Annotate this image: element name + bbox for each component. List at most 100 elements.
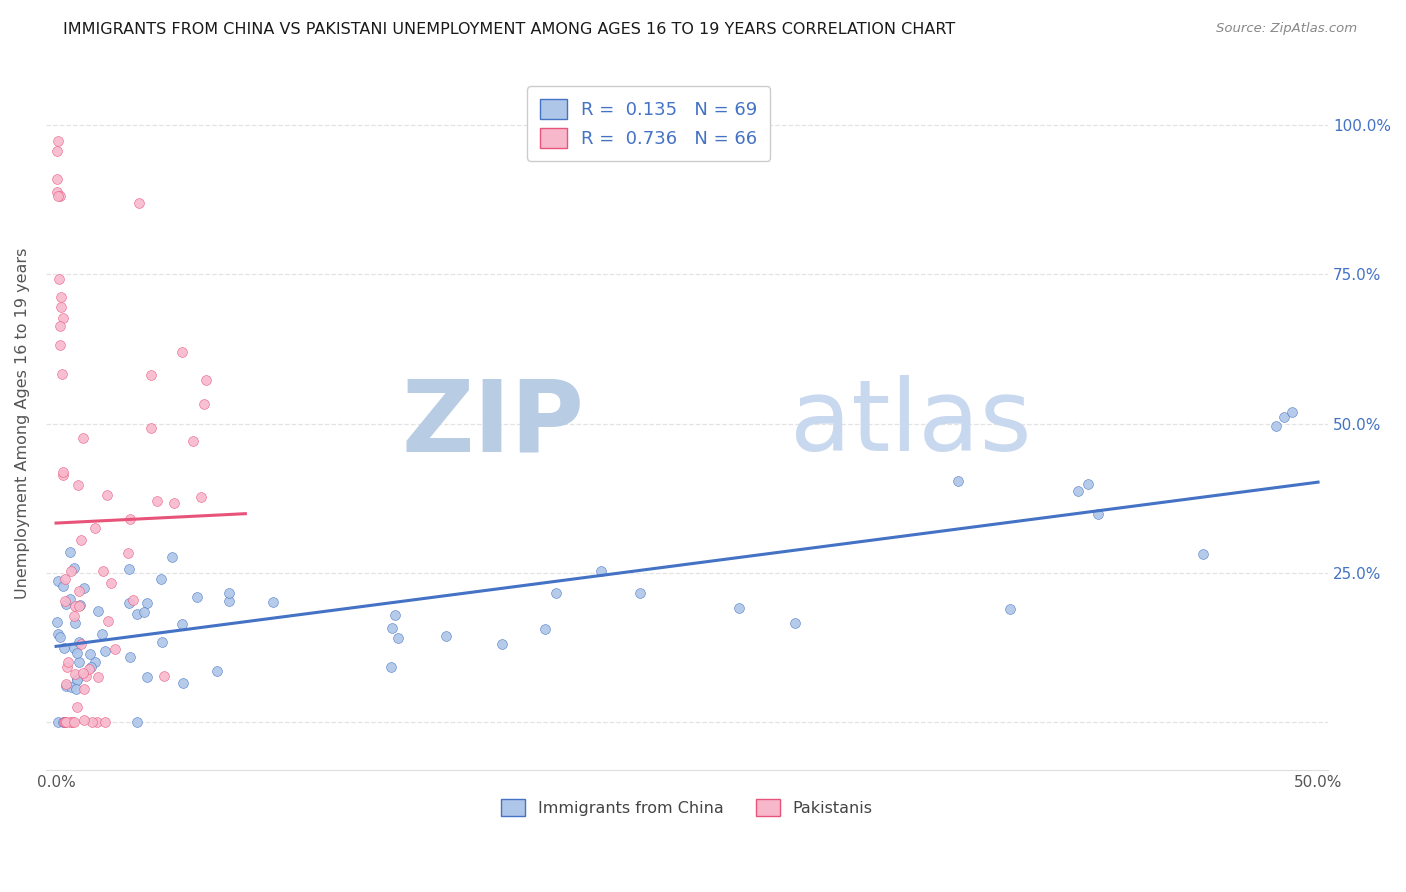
Point bbox=[135, 670, 157, 684]
Point bbox=[181, 434, 204, 449]
Point bbox=[63, 608, 86, 623]
Point bbox=[49, 630, 72, 644]
Point bbox=[94, 644, 117, 658]
Point bbox=[84, 656, 107, 670]
Point bbox=[118, 562, 141, 576]
Point bbox=[591, 564, 613, 578]
Point bbox=[91, 564, 114, 578]
Point bbox=[53, 640, 76, 655]
Point bbox=[59, 544, 82, 558]
Point bbox=[120, 649, 142, 664]
Point bbox=[86, 714, 108, 729]
Point bbox=[128, 195, 150, 210]
Point bbox=[52, 468, 75, 483]
Point bbox=[628, 586, 651, 600]
Point bbox=[70, 637, 93, 651]
Point bbox=[1192, 547, 1215, 561]
Point bbox=[55, 597, 77, 611]
Point bbox=[59, 714, 82, 729]
Point bbox=[55, 679, 77, 693]
Point bbox=[190, 490, 212, 504]
Point bbox=[218, 585, 240, 599]
Point bbox=[118, 596, 141, 610]
Point bbox=[120, 512, 142, 526]
Point bbox=[52, 466, 75, 480]
Point bbox=[139, 421, 162, 435]
Point bbox=[96, 488, 118, 502]
Point bbox=[59, 564, 82, 578]
Point bbox=[48, 574, 70, 588]
Point bbox=[59, 680, 82, 694]
Text: Source: ZipAtlas.com: Source: ZipAtlas.com bbox=[1216, 22, 1357, 36]
Point bbox=[46, 172, 69, 186]
Point bbox=[69, 598, 91, 612]
Point bbox=[434, 629, 457, 643]
Point bbox=[534, 622, 557, 636]
Text: IMMIGRANTS FROM CHINA VS PAKISTANI UNEMPLOYMENT AMONG AGES 16 TO 19 YEARS CORREL: IMMIGRANTS FROM CHINA VS PAKISTANI UNEMP… bbox=[63, 22, 956, 37]
Point bbox=[387, 631, 409, 645]
Point bbox=[384, 607, 406, 622]
Point bbox=[55, 677, 77, 691]
Point bbox=[1087, 507, 1109, 521]
Point bbox=[125, 714, 148, 729]
Point bbox=[117, 546, 139, 560]
Point bbox=[172, 616, 194, 631]
Point bbox=[728, 600, 751, 615]
Point bbox=[65, 646, 87, 660]
Point bbox=[146, 494, 169, 508]
Point bbox=[380, 660, 402, 674]
Point bbox=[66, 699, 89, 714]
Point bbox=[72, 431, 94, 445]
Point bbox=[65, 682, 87, 697]
Point bbox=[172, 676, 194, 690]
Point bbox=[49, 189, 72, 203]
Point bbox=[141, 368, 163, 382]
Point bbox=[205, 664, 228, 678]
Point bbox=[66, 673, 89, 687]
Point bbox=[163, 496, 186, 510]
Point bbox=[67, 599, 90, 613]
Point bbox=[51, 367, 73, 381]
Point bbox=[55, 714, 77, 729]
Point bbox=[491, 637, 513, 651]
Point bbox=[63, 599, 86, 614]
Point bbox=[152, 669, 174, 683]
Point bbox=[62, 641, 84, 656]
Point bbox=[193, 396, 215, 410]
Point bbox=[194, 373, 217, 387]
Point bbox=[51, 290, 73, 304]
Point bbox=[48, 338, 70, 352]
Point bbox=[69, 635, 91, 649]
Point bbox=[1265, 419, 1288, 434]
Point bbox=[66, 672, 89, 686]
Point bbox=[186, 590, 208, 604]
Point bbox=[1077, 477, 1099, 491]
Point bbox=[132, 606, 155, 620]
Point bbox=[56, 655, 79, 669]
Point bbox=[73, 581, 96, 595]
Point bbox=[60, 714, 83, 729]
Point bbox=[67, 655, 90, 669]
Point bbox=[46, 615, 69, 629]
Y-axis label: Unemployment Among Ages 16 to 19 years: Unemployment Among Ages 16 to 19 years bbox=[15, 248, 30, 599]
Point bbox=[63, 615, 86, 630]
Point bbox=[172, 344, 194, 359]
Point bbox=[46, 134, 69, 148]
Point bbox=[52, 578, 75, 592]
Point bbox=[218, 593, 240, 607]
Point bbox=[52, 310, 75, 325]
Point bbox=[1281, 404, 1303, 418]
Point bbox=[48, 271, 70, 285]
Point bbox=[86, 670, 108, 684]
Point bbox=[100, 576, 122, 591]
Point bbox=[46, 627, 69, 641]
Point bbox=[63, 667, 86, 681]
Point bbox=[53, 572, 76, 586]
Point bbox=[72, 713, 94, 727]
Point bbox=[783, 616, 806, 631]
Point bbox=[1272, 410, 1295, 425]
Point bbox=[46, 145, 69, 159]
Point bbox=[381, 621, 404, 635]
Point bbox=[49, 318, 72, 333]
Point bbox=[56, 660, 79, 674]
